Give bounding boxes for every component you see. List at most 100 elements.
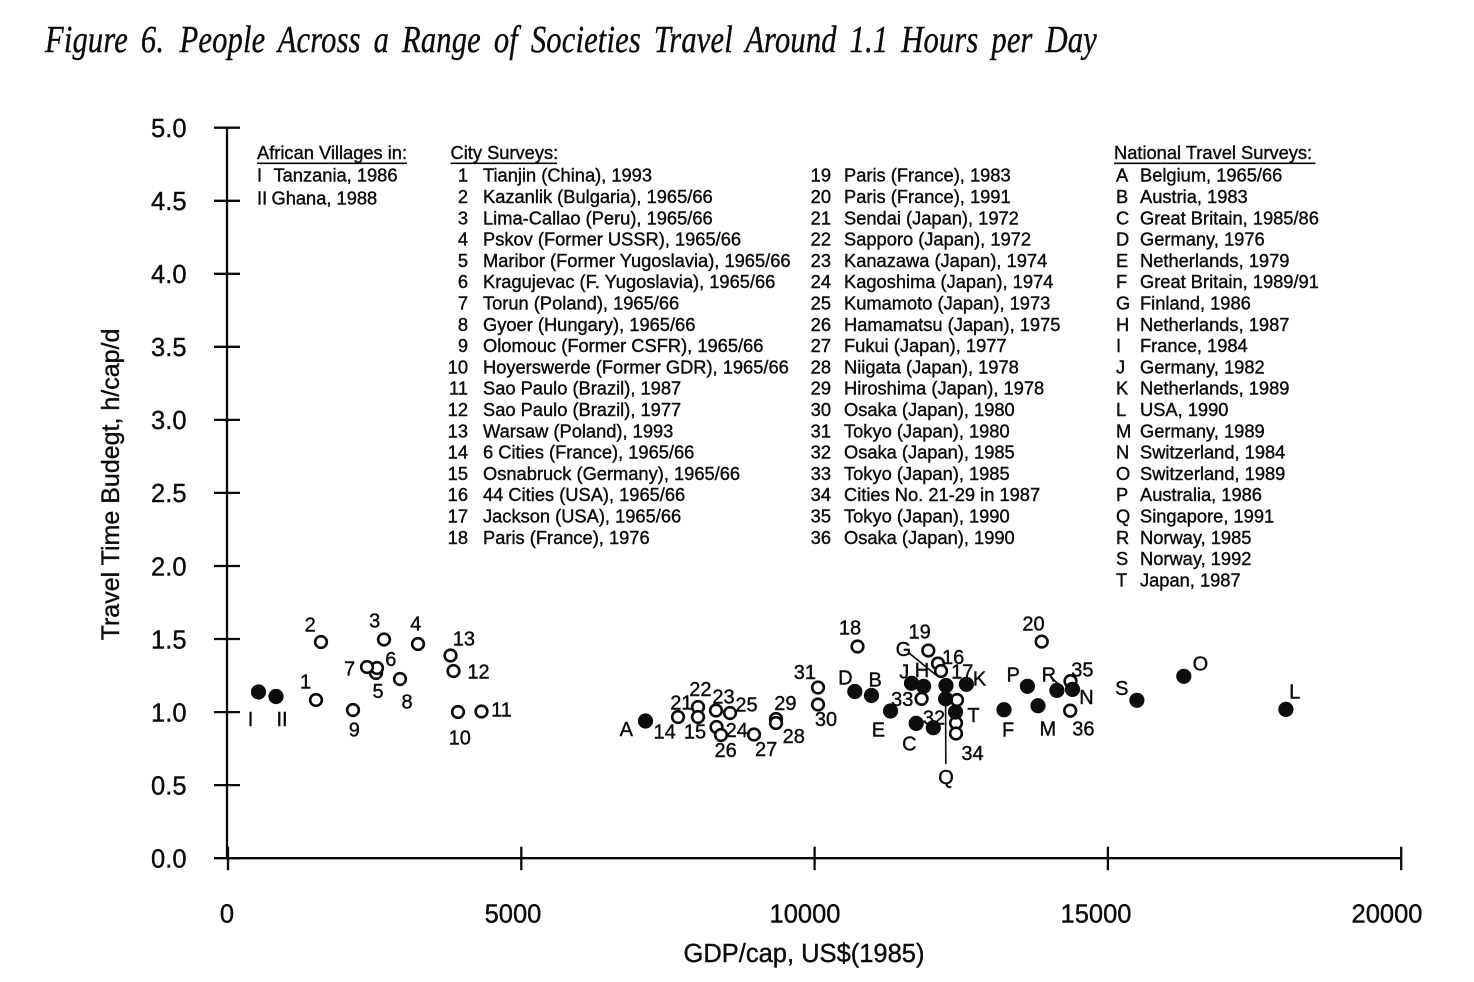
- svg-text:10000: 10000: [770, 900, 841, 928]
- svg-text:14: 14: [653, 722, 675, 744]
- svg-text:I: I: [1116, 335, 1121, 356]
- svg-text:1: 1: [300, 672, 311, 694]
- svg-text:21: 21: [670, 693, 692, 715]
- svg-text:3: 3: [369, 611, 380, 633]
- svg-text:National Travel Surveys:: National Travel Surveys:: [1114, 142, 1312, 163]
- svg-text:Travel Time Budegt, h/cap/d: Travel Time Budegt, h/cap/d: [97, 329, 125, 641]
- svg-text:City Surveys:: City Surveys:: [451, 142, 559, 163]
- svg-text:Sao Paulo (Brazil), 1977: Sao Paulo (Brazil), 1977: [483, 399, 681, 420]
- svg-text:Switzerland, 1984: Switzerland, 1984: [1140, 442, 1285, 463]
- svg-text:10: 10: [448, 356, 468, 377]
- svg-text:Torun (Poland), 1965/66: Torun (Poland), 1965/66: [483, 293, 679, 314]
- svg-text:17: 17: [951, 661, 973, 683]
- svg-text:A: A: [1116, 165, 1129, 186]
- svg-text:M: M: [1039, 718, 1056, 740]
- svg-text:2: 2: [305, 615, 316, 637]
- svg-text:J: J: [899, 661, 909, 683]
- svg-text:C: C: [1116, 207, 1129, 228]
- svg-text:S: S: [1115, 678, 1128, 700]
- svg-text:D: D: [838, 668, 852, 690]
- svg-text:0.0: 0.0: [151, 846, 186, 874]
- svg-text:4.5: 4.5: [151, 188, 186, 216]
- svg-text:H: H: [915, 660, 929, 682]
- svg-text:K: K: [1116, 378, 1128, 399]
- svg-text:25: 25: [735, 695, 757, 717]
- svg-text:II: II: [257, 188, 267, 209]
- svg-text:15: 15: [448, 463, 468, 484]
- svg-text:Tokyo (Japan), 1985: Tokyo (Japan), 1985: [844, 463, 1010, 484]
- svg-text:23: 23: [712, 687, 734, 709]
- svg-text:8: 8: [401, 691, 412, 713]
- svg-text:4: 4: [458, 229, 468, 250]
- svg-text:I: I: [257, 164, 262, 185]
- svg-text:Tokyo (Japan), 1980: Tokyo (Japan), 1980: [844, 420, 1010, 441]
- svg-text:Paris (France), 1983: Paris (France), 1983: [844, 165, 1011, 186]
- svg-text:36: 36: [1072, 718, 1094, 740]
- svg-text:Tokyo (Japan), 1990: Tokyo (Japan), 1990: [844, 506, 1010, 527]
- svg-text:3.0: 3.0: [151, 407, 186, 435]
- svg-text:F: F: [1116, 271, 1127, 292]
- svg-text:18: 18: [839, 617, 861, 639]
- svg-text:G: G: [1116, 293, 1130, 314]
- svg-text:2: 2: [458, 186, 468, 207]
- svg-text:Norway, 1992: Norway, 1992: [1140, 548, 1251, 569]
- svg-text:26: 26: [714, 740, 736, 762]
- svg-text:Osnabruck (Germany), 1965/66: Osnabruck (Germany), 1965/66: [483, 463, 740, 484]
- svg-text:35: 35: [811, 506, 831, 527]
- svg-text:T: T: [1116, 569, 1127, 590]
- svg-text:15000: 15000: [1061, 900, 1132, 928]
- svg-text:Hoyerswerde (Former GDR), 1965: Hoyerswerde (Former GDR), 1965/66: [483, 356, 789, 377]
- svg-text:Japan, 1987: Japan, 1987: [1140, 569, 1241, 590]
- svg-text:3: 3: [458, 207, 468, 228]
- svg-text:33: 33: [811, 463, 831, 484]
- svg-text:P: P: [1007, 664, 1020, 686]
- svg-text:N: N: [1116, 442, 1129, 463]
- svg-text:Gyoer (Hungary), 1965/66: Gyoer (Hungary), 1965/66: [483, 314, 695, 335]
- svg-text:Maribor (Former Yugoslavia), 1: Maribor (Former Yugoslavia), 1965/66: [483, 250, 791, 271]
- svg-text:23: 23: [811, 250, 831, 271]
- svg-text:R: R: [1116, 527, 1129, 548]
- svg-text:12: 12: [467, 662, 489, 684]
- svg-text:5000: 5000: [485, 900, 542, 928]
- svg-text:M: M: [1116, 420, 1131, 441]
- svg-text:E: E: [872, 719, 885, 741]
- svg-text:Sendai (Japan), 1972: Sendai (Japan), 1972: [844, 207, 1019, 228]
- svg-text:P: P: [1116, 484, 1128, 505]
- svg-text:24: 24: [726, 720, 748, 742]
- svg-text:Niigata (Japan), 1978: Niigata (Japan), 1978: [844, 356, 1019, 377]
- svg-text:5: 5: [458, 250, 468, 271]
- svg-text:21: 21: [811, 207, 831, 228]
- svg-text:22: 22: [811, 229, 831, 250]
- svg-text:0.5: 0.5: [151, 772, 186, 800]
- svg-text:18: 18: [448, 527, 468, 548]
- svg-text:Q: Q: [938, 767, 954, 789]
- svg-text:1: 1: [458, 165, 468, 186]
- svg-text:27: 27: [811, 335, 831, 356]
- svg-text:Finland, 1986: Finland, 1986: [1140, 293, 1251, 314]
- svg-text:Tianjin (China), 1993: Tianjin (China), 1993: [483, 165, 652, 186]
- svg-text:Sao Paulo (Brazil), 1987: Sao Paulo (Brazil), 1987: [483, 378, 681, 399]
- svg-text:D: D: [1116, 229, 1129, 250]
- svg-text:44 Cities (USA), 1965/66: 44 Cities (USA), 1965/66: [483, 484, 685, 505]
- svg-text:Q: Q: [1116, 506, 1130, 527]
- svg-text:6: 6: [458, 271, 468, 292]
- svg-text:26: 26: [811, 314, 831, 335]
- svg-text:19: 19: [908, 622, 930, 644]
- svg-text:14: 14: [448, 442, 468, 463]
- svg-text:32: 32: [923, 707, 945, 729]
- svg-text:34: 34: [811, 484, 831, 505]
- svg-text:9: 9: [349, 720, 360, 742]
- svg-text:L: L: [1289, 682, 1300, 704]
- svg-text:Sapporo (Japan), 1972: Sapporo (Japan), 1972: [844, 229, 1031, 250]
- svg-text:13: 13: [453, 629, 475, 651]
- svg-text:Australia, 1986: Australia, 1986: [1140, 484, 1262, 505]
- svg-text:Austria, 1983: Austria, 1983: [1140, 186, 1248, 207]
- svg-text:10: 10: [449, 728, 471, 750]
- svg-text:Norway, 1985: Norway, 1985: [1140, 527, 1251, 548]
- svg-text:J: J: [1116, 356, 1125, 377]
- svg-text:20: 20: [811, 186, 831, 207]
- svg-text:Germany, 1976: Germany, 1976: [1140, 229, 1265, 250]
- svg-text:O: O: [1193, 654, 1209, 676]
- svg-text:Osaka (Japan), 1990: Osaka (Japan), 1990: [844, 527, 1015, 548]
- svg-text:5.0: 5.0: [151, 115, 186, 143]
